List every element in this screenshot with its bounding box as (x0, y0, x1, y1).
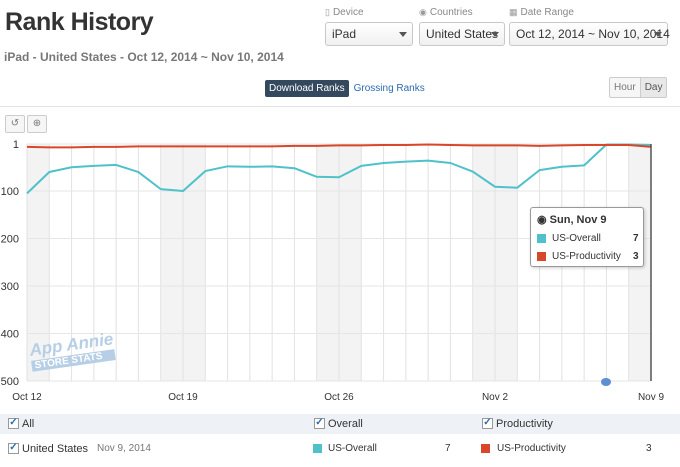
date-range-filter-label: Date Range (520, 7, 574, 18)
tooltip-series-name: US-Productivity (552, 251, 621, 262)
tooltip-series-value: 3 (633, 251, 639, 262)
chevron-down-icon (654, 32, 662, 37)
x-tick-label: Oct 19 (168, 392, 198, 403)
rank-chart[interactable]: 1 100 200 300 400 500 Oct 12 Oct 19 Oct 26 Nov 2 N… (0, 137, 680, 409)
all-checkbox[interactable]: ✓ (8, 417, 19, 429)
weekend-band (183, 144, 206, 381)
zoom-button[interactable]: ⊕ (27, 115, 47, 133)
device-select-value: iPad (332, 27, 357, 41)
countries-select-value: United States (426, 27, 499, 41)
united-states-checkbox[interactable]: ✓ (8, 442, 19, 454)
divider (0, 106, 680, 107)
countries-select[interactable]: United States (419, 22, 505, 46)
reset-zoom-button[interactable]: ↺ (5, 115, 25, 133)
y-tick-label: 500 (1, 376, 19, 388)
overall-checkbox[interactable]: ✓ (314, 417, 325, 429)
day-button[interactable]: Day (640, 77, 668, 98)
x-tick-label: Oct 26 (324, 392, 354, 403)
note-icon (601, 378, 611, 386)
weekend-band (27, 144, 50, 381)
tooltip-swatch-productivity (537, 252, 546, 261)
date-range-filter: ▦ Date Range Oct 12, 2014 ~ Nov 10, 2014 (509, 6, 670, 46)
date-range-select[interactable]: Oct 12, 2014 ~ Nov 10, 2014 (509, 22, 670, 46)
globe-icon: ◉ (537, 214, 547, 226)
device-icon: ▯ (325, 7, 330, 17)
weekend-band (472, 144, 495, 381)
globe-icon: ◉ (419, 7, 427, 17)
hour-button[interactable]: Hour (609, 77, 641, 98)
legend-series-value: 7 (445, 443, 451, 454)
legend-header-row: ✓ All ✓ Overall ✓ Productivity (0, 414, 680, 434)
country-label: United States (22, 443, 89, 455)
countries-filter: ◉ Countries United States (419, 6, 505, 46)
calendar-icon: ▦ (509, 7, 518, 17)
chevron-down-icon (491, 32, 499, 37)
weekend-band (316, 144, 339, 381)
tooltip-date: Sun, Nov 9 (549, 214, 607, 226)
countries-filter-label: Countries (429, 7, 473, 18)
weekend-band (160, 144, 183, 381)
y-tick-label: 200 (1, 234, 19, 246)
chart-tooltip: ◉ Sun, Nov 9 US-Overall 7 US-Productivit… (530, 207, 644, 267)
chevron-down-icon (399, 32, 407, 37)
weekend-band (339, 144, 362, 381)
x-tick-label: Nov 9 (638, 392, 665, 403)
series-line-us-productivity (26, 143, 652, 149)
device-select[interactable]: iPad (325, 22, 413, 46)
tooltip-series-name: US-Overall (552, 233, 601, 244)
legend-date: Nov 9, 2014 (97, 443, 151, 454)
zoom-icon: ⊕ (32, 118, 42, 129)
download-ranks-button[interactable]: Download Ranks (265, 80, 349, 97)
tooltip-swatch-overall (537, 234, 546, 243)
productivity-checkbox[interactable]: ✓ (482, 417, 493, 429)
reset-icon: ↺ (10, 118, 20, 129)
tooltip-series-value: 7 (633, 233, 639, 244)
y-tick-label: 1 (13, 139, 19, 151)
legend-series-value: 3 (646, 443, 652, 454)
date-range-select-value: Oct 12, 2014 ~ Nov 10, 2014 (516, 27, 670, 41)
granularity-switch: Hour Day (609, 77, 668, 98)
legend-series-name: US-Overall (328, 443, 377, 454)
legend-country-row: ✓ United States Nov 9, 2014 US-Overall 7… (0, 438, 680, 460)
x-tick-label: Oct 12 (12, 392, 42, 403)
legend-series-name: US-Productivity (497, 443, 566, 454)
y-tick-label: 100 (1, 186, 19, 198)
page-subtitle: iPad - United States - Oct 12, 2014 ~ No… (4, 50, 284, 64)
productivity-label: Productivity (496, 418, 553, 430)
weekend-band (495, 144, 518, 381)
y-tick-label: 400 (1, 329, 19, 341)
legend-swatch-overall (313, 444, 322, 453)
all-label: All (22, 418, 35, 430)
tooltip-header: ◉ Sun, Nov 9 (537, 213, 607, 226)
legend-swatch-productivity (481, 444, 490, 453)
rank-type-switch: Download Ranks Grossing Ranks (265, 80, 430, 97)
overall-label: Overall (328, 418, 363, 430)
grossing-ranks-link[interactable]: Grossing Ranks (353, 83, 425, 94)
series-line-us-overall (26, 143, 652, 195)
y-tick-label: 300 (1, 281, 19, 293)
page-title: Rank History (5, 8, 154, 36)
device-filter-label: Device (332, 7, 364, 18)
x-tick-label: Nov 2 (482, 392, 509, 403)
device-filter: ▯ Device iPad (325, 6, 413, 46)
